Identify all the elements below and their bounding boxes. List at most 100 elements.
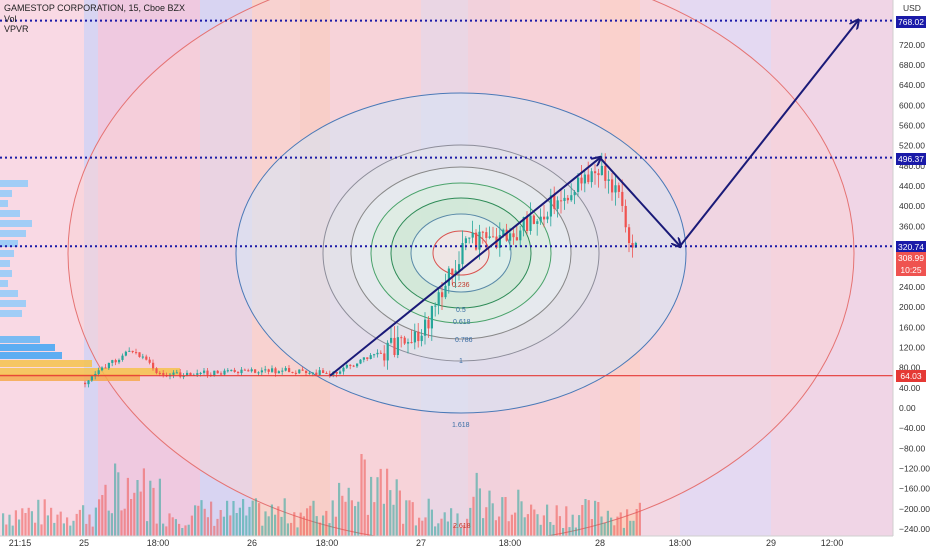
volume-bar xyxy=(488,490,491,536)
candle-body xyxy=(84,382,87,385)
candle-body xyxy=(189,372,192,376)
volume-bar xyxy=(456,513,459,536)
candle-body xyxy=(536,221,539,224)
volume-bar xyxy=(574,527,577,536)
candle-body xyxy=(400,337,403,339)
candle-body xyxy=(570,195,573,201)
candle-body xyxy=(335,371,338,374)
vpvr-row xyxy=(0,300,26,307)
time-tick: 27 xyxy=(416,538,426,548)
candle-body xyxy=(206,370,209,375)
candle-body xyxy=(607,179,610,181)
volume-bar xyxy=(542,515,545,536)
volume-bar xyxy=(245,515,248,536)
candle-body xyxy=(628,227,631,243)
price-tick: −40.00 xyxy=(899,423,926,433)
volume-bar xyxy=(75,513,78,536)
candle-body xyxy=(441,292,444,298)
candle-body xyxy=(549,195,552,217)
volume-bar xyxy=(424,517,427,536)
candle-body xyxy=(128,350,131,352)
candle-body xyxy=(594,171,597,174)
volume-bar xyxy=(386,468,389,536)
volume-bar xyxy=(168,513,171,536)
volume-bar xyxy=(261,525,264,536)
volume-bar xyxy=(622,527,625,536)
candle-body xyxy=(240,369,243,374)
volume-bar xyxy=(462,525,465,536)
volume-bar xyxy=(248,506,251,536)
candle-body xyxy=(366,357,369,359)
currency-label[interactable]: USD xyxy=(903,3,921,13)
fib-label: 0.5 xyxy=(456,307,466,314)
volume-bar xyxy=(142,468,145,536)
candle-body xyxy=(158,372,161,374)
volume-bar xyxy=(430,509,433,536)
volume-bar xyxy=(338,482,341,536)
volume-bar xyxy=(174,519,177,536)
volume-bar xyxy=(82,505,85,536)
candle-body xyxy=(199,372,202,374)
time-tick: 18:00 xyxy=(316,538,339,548)
candle-body xyxy=(233,369,236,373)
horizontal-levels xyxy=(0,19,893,377)
candle-body xyxy=(131,350,134,353)
time-tick: 21:15 xyxy=(9,538,32,548)
volume-bar xyxy=(293,512,296,536)
badge-496: 496.37 xyxy=(896,153,926,165)
volume-bar xyxy=(581,505,584,536)
candle-body xyxy=(587,174,590,183)
candle-body xyxy=(172,372,175,375)
volume-bar xyxy=(24,513,27,536)
volume-bar xyxy=(590,519,593,536)
volume-bar xyxy=(283,498,286,536)
candle-body xyxy=(342,367,345,372)
volume-bar xyxy=(104,484,107,536)
candle-body xyxy=(485,232,488,238)
vpvr-row xyxy=(0,190,12,197)
volume-bar xyxy=(520,501,523,536)
volume-bar xyxy=(549,522,552,536)
candlesticks xyxy=(84,152,637,388)
badge-countdown: 10:25 xyxy=(896,264,926,276)
volume-bar xyxy=(56,514,59,536)
volume-bar xyxy=(414,525,417,536)
volume-bar xyxy=(635,509,638,536)
volume-bar xyxy=(504,497,507,536)
volume-bar xyxy=(510,514,513,536)
volume-bar xyxy=(59,511,62,536)
candle-body xyxy=(532,215,535,224)
candle-body xyxy=(509,233,512,241)
volume-bar xyxy=(158,478,161,536)
volume-bar xyxy=(149,480,152,536)
candle-body xyxy=(437,292,440,306)
volume-bar xyxy=(110,513,113,536)
candle-body xyxy=(403,337,406,344)
fib-label: 1.618 xyxy=(452,422,470,429)
volume-bar xyxy=(565,506,568,536)
candle-body xyxy=(97,370,100,374)
volume-bar xyxy=(139,491,142,536)
projection-arrow xyxy=(329,158,600,377)
price-tick: 680.00 xyxy=(899,60,925,70)
candle-body xyxy=(413,331,416,343)
volume-bar xyxy=(498,516,501,536)
price-tick: 520.00 xyxy=(899,141,925,151)
candle-body xyxy=(216,370,219,374)
candle-body xyxy=(298,369,301,374)
volume-bar xyxy=(459,527,462,536)
volume-bar xyxy=(402,523,405,536)
vpvr-histogram xyxy=(0,180,180,381)
volume-bar xyxy=(69,525,72,536)
time-tick: 18:00 xyxy=(147,538,170,548)
candle-body xyxy=(631,242,634,248)
volume-bar xyxy=(40,524,43,536)
volume-bar xyxy=(418,517,421,536)
volume-bar xyxy=(376,477,379,536)
candle-body xyxy=(573,191,576,196)
volume-bar xyxy=(232,501,235,536)
candle-body xyxy=(590,171,593,183)
candle-body xyxy=(349,364,352,366)
projection-arrow xyxy=(599,157,680,246)
